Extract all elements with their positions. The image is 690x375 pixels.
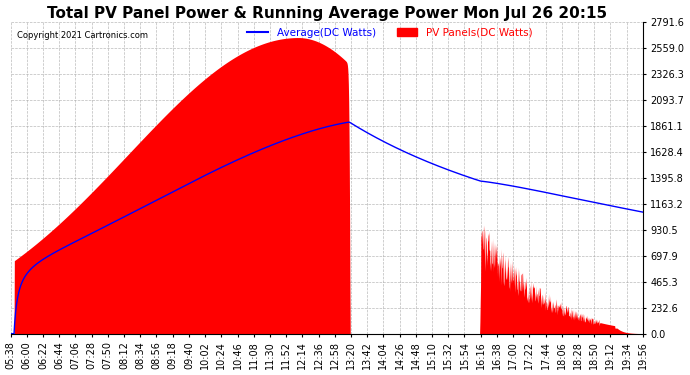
Title: Total PV Panel Power & Running Average Power Mon Jul 26 20:15: Total PV Panel Power & Running Average P… (47, 6, 607, 21)
Legend: Average(DC Watts), PV Panels(DC Watts): Average(DC Watts), PV Panels(DC Watts) (244, 24, 537, 42)
Text: Copyright 2021 Cartronics.com: Copyright 2021 Cartronics.com (17, 31, 148, 40)
